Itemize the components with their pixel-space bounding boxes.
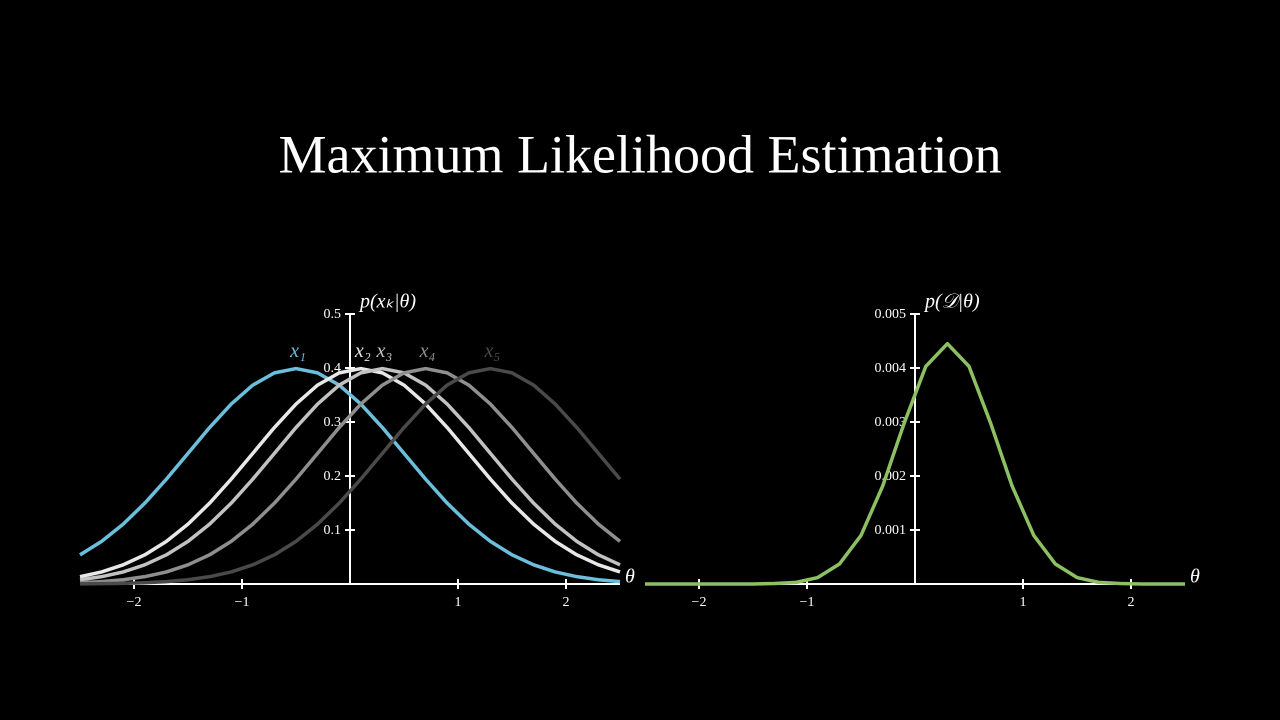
x-tick-label: 2: [1128, 595, 1135, 610]
y-axis-label: p(xₖ|θ): [358, 291, 416, 313]
series-line: [645, 341, 1185, 586]
x-axis-label: θ: [1190, 566, 1200, 588]
x-tick-label: −1: [800, 595, 815, 610]
series-label: x₂: [354, 340, 371, 362]
y-tick-label: 0.001: [875, 523, 907, 538]
y-tick-label: 0.5: [324, 307, 342, 322]
y-tick-label: 0.3: [324, 415, 342, 430]
series-label: x₅: [483, 340, 500, 362]
series-line: [79, 366, 621, 584]
x-tick-label: 1: [1020, 595, 1027, 610]
x-tick-label: 2: [563, 595, 570, 610]
series-line: [79, 366, 622, 586]
x-axis-label: θ: [625, 566, 635, 588]
x-tick-label: −2: [127, 595, 142, 610]
x-tick-label: −1: [235, 595, 250, 610]
x-tick-label: 1: [455, 595, 462, 610]
series-label: x₃: [375, 340, 392, 362]
series-line: [79, 366, 622, 585]
y-tick-label: 0.004: [875, 361, 907, 376]
series-line: [79, 366, 621, 579]
y-tick-label: 0.005: [875, 307, 907, 322]
y-tick-label: 0.002: [875, 469, 907, 484]
y-tick-label: 0.2: [324, 469, 342, 484]
series-label: x₁: [289, 340, 306, 362]
x-tick-label: −2: [692, 595, 707, 610]
y-tick-label: 0.003: [875, 415, 907, 430]
series-label: x₄: [419, 340, 436, 362]
y-tick-label: 0.1: [324, 523, 342, 538]
series-line: [79, 366, 621, 582]
chart-title: Maximum Likelihood Estimation: [279, 124, 1002, 184]
y-axis-label: p(𝒟|θ): [923, 291, 980, 313]
